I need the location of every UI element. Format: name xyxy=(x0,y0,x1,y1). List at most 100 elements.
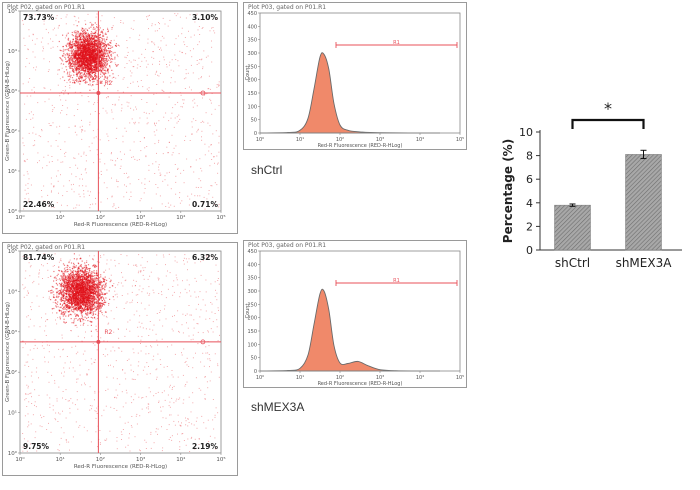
cell-dot xyxy=(180,94,182,96)
cell-dot xyxy=(73,71,75,73)
cell-dot xyxy=(77,54,79,56)
cell-dot xyxy=(132,50,134,52)
cell-dot xyxy=(93,89,95,90)
cell-dot xyxy=(75,20,77,22)
cell-dot xyxy=(87,46,89,48)
x-tick-label: 10⁴ xyxy=(416,137,424,143)
cell-dot xyxy=(50,145,52,147)
cell-dot xyxy=(96,302,99,304)
cell-dot xyxy=(169,64,170,66)
cell-dot xyxy=(34,43,36,45)
cell-dot xyxy=(94,47,96,49)
cell-dot xyxy=(32,33,34,35)
cell-dot xyxy=(174,117,176,119)
cell-dot xyxy=(78,153,80,155)
cell-dot xyxy=(90,67,92,69)
cell-dot xyxy=(88,75,90,77)
cell-dot xyxy=(107,96,109,98)
cell-dot xyxy=(76,74,78,76)
cell-dot xyxy=(70,64,72,66)
cell-dot xyxy=(74,30,76,32)
y-tick-label: 350 xyxy=(247,38,257,44)
cell-dot xyxy=(210,185,212,187)
cell-dot xyxy=(66,301,68,303)
cell-dot xyxy=(154,30,156,32)
cell-dot xyxy=(90,57,92,59)
cell-dot xyxy=(180,172,182,174)
cell-dot xyxy=(70,262,73,264)
cell-dot xyxy=(95,40,97,42)
cell-dot xyxy=(82,68,84,70)
cell-dot xyxy=(98,177,100,179)
cell-dot xyxy=(86,268,88,270)
cell-dot xyxy=(198,178,200,180)
cell-dot xyxy=(112,206,114,208)
cell-dot xyxy=(138,179,140,180)
cell-dot xyxy=(115,45,117,47)
cell-dot xyxy=(76,57,78,59)
cell-dot xyxy=(201,58,203,60)
cell-dot xyxy=(148,180,150,182)
cell-dot xyxy=(56,312,58,314)
cell-dot xyxy=(82,40,84,42)
cell-dot xyxy=(112,104,114,105)
cell-dot xyxy=(94,102,96,104)
cell-dot xyxy=(95,329,97,331)
cell-dot xyxy=(76,41,78,43)
cell-dot xyxy=(71,57,73,59)
cell-dot xyxy=(175,15,177,17)
cell-dot xyxy=(62,313,64,315)
cell-dot xyxy=(80,80,82,82)
cell-dot xyxy=(95,284,97,286)
cell-dot xyxy=(165,128,166,130)
cell-dot xyxy=(63,275,65,277)
cell-dot xyxy=(181,51,183,53)
cell-dot xyxy=(96,296,98,298)
cell-dot xyxy=(85,266,87,268)
cell-dot xyxy=(81,125,83,127)
cell-dot xyxy=(66,73,68,75)
cell-dot xyxy=(86,51,88,54)
cell-dot xyxy=(77,44,79,46)
cell-dot xyxy=(95,60,97,62)
cell-dot xyxy=(69,67,71,69)
cell-dot xyxy=(89,52,91,54)
cell-dot xyxy=(72,70,74,72)
cell-dot xyxy=(83,44,86,46)
cell-dot xyxy=(99,158,101,160)
cell-dot xyxy=(89,320,91,322)
cell-dot xyxy=(91,78,93,80)
cell-dot xyxy=(88,62,91,64)
cell-dot xyxy=(89,295,91,297)
cell-dot xyxy=(89,150,91,152)
cell-dot xyxy=(79,299,81,301)
cell-dot xyxy=(105,46,107,49)
cell-dot xyxy=(109,42,111,44)
cell-dot xyxy=(66,69,68,71)
cell-dot xyxy=(66,287,69,289)
cell-dot xyxy=(100,70,102,72)
cell-dot xyxy=(86,54,88,56)
cell-dot xyxy=(42,50,44,52)
cell-dot xyxy=(22,23,24,25)
cell-dot xyxy=(30,111,32,113)
cell-dot xyxy=(179,50,181,52)
cell-dot xyxy=(117,75,119,77)
cell-dot xyxy=(158,22,159,23)
x-tick-label: 10⁰ xyxy=(256,137,264,143)
cell-dot xyxy=(177,169,179,170)
cell-dot xyxy=(76,43,78,45)
cell-dot xyxy=(84,40,86,42)
cell-dot xyxy=(120,159,122,161)
cell-dot xyxy=(78,57,80,59)
cell-dot xyxy=(103,74,106,76)
cell-dot xyxy=(87,49,89,51)
cell-dot xyxy=(155,71,157,73)
cell-dot xyxy=(68,290,70,292)
cell-dot xyxy=(84,82,86,84)
cell-dot xyxy=(83,79,85,81)
cell-dot xyxy=(84,130,86,132)
y-tick-label: 150 xyxy=(247,91,257,97)
cell-dot xyxy=(94,64,96,66)
cell-dot xyxy=(94,46,96,48)
